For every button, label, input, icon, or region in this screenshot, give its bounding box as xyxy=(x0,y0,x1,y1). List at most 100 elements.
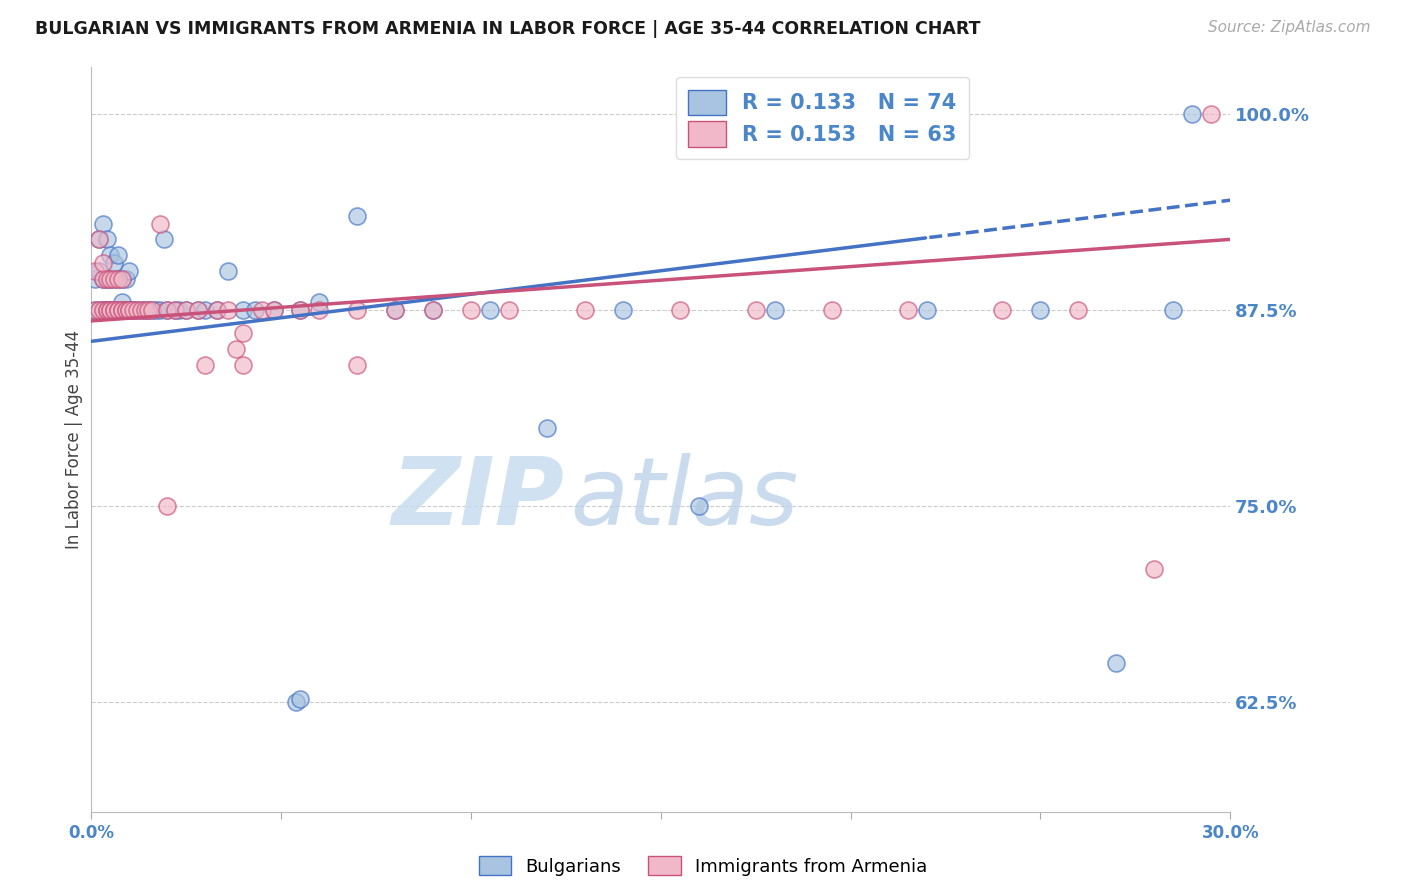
Y-axis label: In Labor Force | Age 35-44: In Labor Force | Age 35-44 xyxy=(65,330,83,549)
Immigrants from Armenia xyxy=(384,302,406,317)
Immigrants from Armenia xyxy=(745,302,768,317)
Bulgarians xyxy=(111,295,134,310)
Bulgarians xyxy=(114,271,136,285)
Bulgarians xyxy=(915,302,938,317)
Immigrants from Armenia xyxy=(138,302,160,317)
Bulgarians xyxy=(91,302,114,317)
Bulgarians xyxy=(84,302,107,317)
Bulgarians xyxy=(1029,302,1052,317)
Bulgarians xyxy=(145,302,167,317)
Bulgarians xyxy=(763,302,786,317)
Bulgarians xyxy=(103,256,125,270)
Bulgarians xyxy=(107,302,129,317)
Immigrants from Armenia xyxy=(98,302,121,317)
Bulgarians xyxy=(107,302,129,317)
Immigrants from Armenia xyxy=(156,499,179,513)
Immigrants from Armenia xyxy=(498,302,520,317)
Immigrants from Armenia xyxy=(96,271,118,285)
Bulgarians xyxy=(290,302,312,317)
Bulgarians xyxy=(91,302,114,317)
Immigrants from Armenia xyxy=(263,302,285,317)
Immigrants from Armenia xyxy=(821,302,844,317)
Bulgarians xyxy=(96,271,118,285)
Bulgarians xyxy=(111,271,134,285)
Bulgarians xyxy=(384,302,406,317)
Immigrants from Armenia xyxy=(1067,302,1090,317)
Immigrants from Armenia xyxy=(87,302,110,317)
Bulgarians xyxy=(98,248,121,262)
Immigrants from Armenia xyxy=(422,302,444,317)
Bulgarians xyxy=(103,302,125,317)
Immigrants from Armenia xyxy=(460,302,482,317)
Bulgarians xyxy=(98,302,121,317)
Bulgarians xyxy=(111,302,134,317)
Bulgarians xyxy=(114,302,136,317)
Bulgarians xyxy=(152,232,174,246)
Bulgarians xyxy=(612,302,634,317)
Immigrants from Armenia xyxy=(111,302,134,317)
Bulgarians xyxy=(84,271,107,285)
Immigrants from Armenia xyxy=(669,302,692,317)
Immigrants from Armenia xyxy=(205,302,228,317)
Text: atlas: atlas xyxy=(569,453,799,544)
Immigrants from Armenia xyxy=(991,302,1014,317)
Bulgarians xyxy=(118,264,141,278)
Legend: Bulgarians, Immigrants from Armenia: Bulgarians, Immigrants from Armenia xyxy=(471,849,935,883)
Immigrants from Armenia xyxy=(194,358,217,372)
Immigrants from Armenia xyxy=(250,302,273,317)
Bulgarians xyxy=(174,302,197,317)
Bulgarians xyxy=(125,302,148,317)
Bulgarians xyxy=(107,302,129,317)
Bulgarians xyxy=(163,302,186,317)
Bulgarians xyxy=(688,499,710,513)
Bulgarians xyxy=(422,302,444,317)
Immigrants from Armenia xyxy=(574,302,596,317)
Immigrants from Armenia xyxy=(96,302,118,317)
Bulgarians xyxy=(536,420,558,434)
Bulgarians xyxy=(141,302,163,317)
Bulgarians xyxy=(103,302,125,317)
Bulgarians xyxy=(118,302,141,317)
Bulgarians xyxy=(346,209,368,223)
Bulgarians xyxy=(122,302,145,317)
Immigrants from Armenia xyxy=(1201,107,1223,121)
Immigrants from Armenia xyxy=(107,302,129,317)
Bulgarians xyxy=(91,271,114,285)
Bulgarians xyxy=(194,302,217,317)
Immigrants from Armenia xyxy=(107,302,129,317)
Immigrants from Armenia xyxy=(103,271,125,285)
Immigrants from Armenia xyxy=(84,264,107,278)
Bulgarians xyxy=(87,264,110,278)
Immigrants from Armenia xyxy=(118,302,141,317)
Immigrants from Armenia xyxy=(232,326,254,341)
Immigrants from Armenia xyxy=(290,302,312,317)
Bulgarians xyxy=(107,271,129,285)
Bulgarians xyxy=(205,302,228,317)
Bulgarians xyxy=(87,302,110,317)
Immigrants from Armenia xyxy=(118,302,141,317)
Immigrants from Armenia xyxy=(111,271,134,285)
Immigrants from Armenia xyxy=(134,302,156,317)
Immigrants from Armenia xyxy=(346,358,368,372)
Immigrants from Armenia xyxy=(129,302,152,317)
Immigrants from Armenia xyxy=(87,232,110,246)
Bulgarians xyxy=(290,691,312,706)
Bulgarians xyxy=(122,302,145,317)
Immigrants from Armenia xyxy=(91,256,114,270)
Bulgarians xyxy=(87,232,110,246)
Bulgarians xyxy=(114,302,136,317)
Text: Source: ZipAtlas.com: Source: ZipAtlas.com xyxy=(1208,20,1371,35)
Bulgarians xyxy=(129,302,152,317)
Immigrants from Armenia xyxy=(225,342,247,356)
Immigrants from Armenia xyxy=(163,302,186,317)
Immigrants from Armenia xyxy=(103,302,125,317)
Bulgarians xyxy=(107,248,129,262)
Immigrants from Armenia xyxy=(98,271,121,285)
Bulgarians xyxy=(96,232,118,246)
Immigrants from Armenia xyxy=(98,302,121,317)
Bulgarians xyxy=(1105,656,1128,670)
Immigrants from Armenia xyxy=(346,302,368,317)
Text: ZIP: ZIP xyxy=(391,453,564,545)
Immigrants from Armenia xyxy=(125,302,148,317)
Immigrants from Armenia xyxy=(114,302,136,317)
